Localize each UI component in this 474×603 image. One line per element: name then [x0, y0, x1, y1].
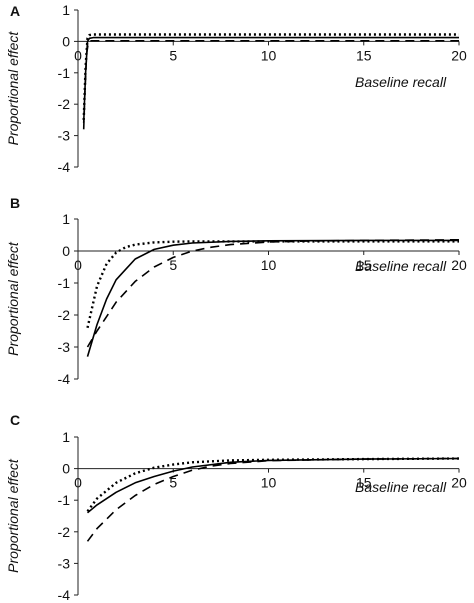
y-tick-label: 0: [62, 33, 70, 49]
x-tick-label: 5: [169, 47, 177, 63]
x-tick-label: 20: [451, 475, 467, 491]
panel-label-c: C: [10, 412, 20, 428]
series-line-solid: [86, 239, 459, 357]
y-tick-label: -2: [58, 524, 71, 540]
y-axis-title: Proportional effect: [5, 241, 21, 356]
y-tick-label: 1: [62, 429, 70, 445]
y-tick-label: -2: [58, 307, 71, 323]
x-tick-label: 10: [261, 47, 277, 63]
x-tick-label: 20: [451, 47, 467, 63]
y-tick-label: -4: [58, 371, 71, 387]
series-line-dotted: [86, 457, 460, 513]
y-tick-label: -1: [58, 65, 71, 81]
y-axis-title: Proportional effect: [5, 31, 21, 146]
series-line-dotted: [82, 33, 459, 120]
x-axis-title: Baseline recall: [355, 258, 447, 274]
series-line-dashed: [82, 39, 459, 130]
x-tick-label: 10: [261, 475, 277, 491]
y-tick-label: -2: [58, 96, 71, 112]
panel-label-a: A: [10, 3, 20, 19]
y-tick-label: 1: [62, 211, 70, 227]
series-line-dashed: [86, 457, 460, 542]
x-axis-title: Baseline recall: [355, 74, 447, 90]
y-tick-label: -1: [58, 492, 71, 508]
series-line-solid: [86, 457, 460, 514]
y-tick-label: -3: [58, 339, 71, 355]
x-tick-label: 10: [261, 257, 277, 273]
x-axis-title: Baseline recall: [355, 479, 447, 495]
y-tick-label: -3: [58, 555, 71, 571]
series-line-dashed: [86, 239, 460, 348]
x-tick-label: 0: [74, 475, 82, 491]
x-tick-label: 20: [451, 257, 467, 273]
panel-label-b: B: [10, 195, 20, 211]
y-tick-label: 1: [62, 2, 70, 18]
y-tick-label: 0: [62, 243, 70, 259]
x-tick-label: 0: [74, 47, 82, 63]
x-tick-label: 0: [74, 257, 82, 273]
x-tick-label: 5: [169, 257, 177, 273]
x-tick-label: 5: [169, 475, 177, 491]
x-tick-label: 15: [356, 47, 372, 63]
y-tick-label: -4: [58, 587, 71, 603]
x-tick-label: 15: [356, 475, 372, 491]
y-tick-label: -3: [58, 128, 71, 144]
x-tick-label: 15: [356, 257, 372, 273]
y-tick-label: -4: [58, 159, 71, 175]
y-tick-label: 0: [62, 461, 70, 477]
y-axis-title: Proportional effect: [5, 458, 21, 573]
y-tick-label: -1: [58, 275, 71, 291]
